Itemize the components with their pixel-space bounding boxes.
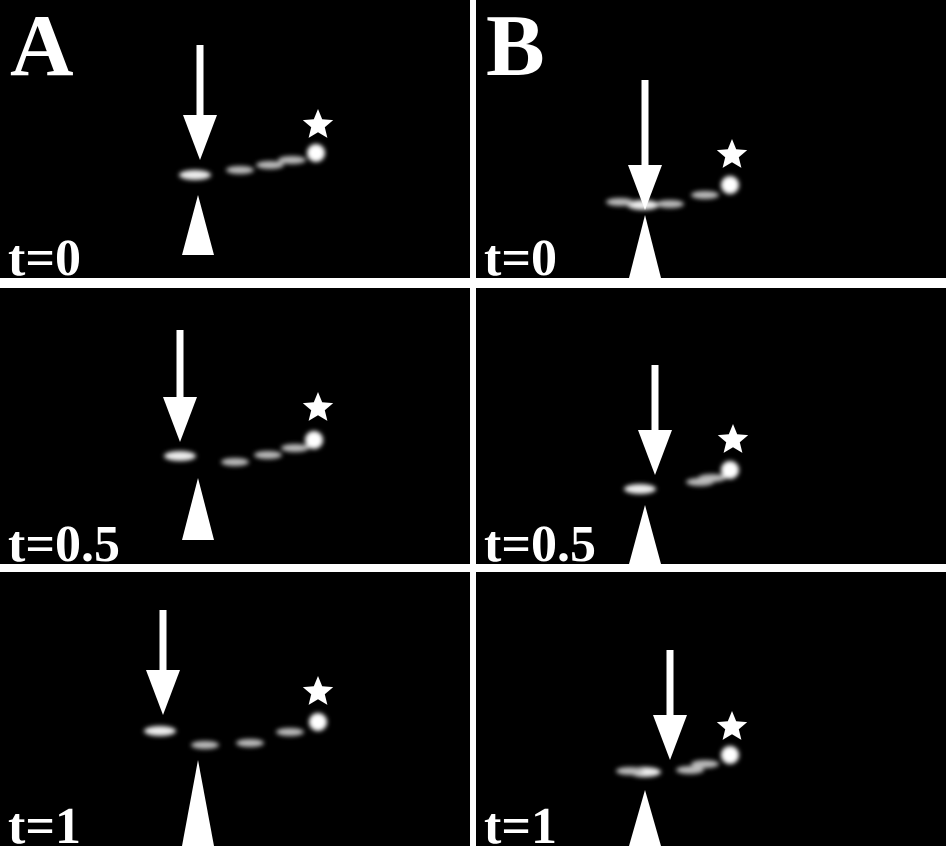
cell-trail	[278, 156, 306, 164]
cell-dot	[309, 713, 327, 731]
time-label: t=1	[484, 798, 557, 846]
panel: t=1	[0, 572, 470, 846]
figure: t=0 t=0.5 t=1 At=0 t=0.5 t=1 B	[0, 0, 946, 846]
cell-trail	[606, 198, 634, 206]
cell-dot	[305, 431, 323, 449]
cell-trail	[691, 760, 719, 768]
cell-trail	[226, 166, 254, 174]
panel: t=1	[476, 572, 946, 846]
panel-letter: A	[10, 0, 74, 95]
cell-trail	[236, 739, 264, 747]
cell-trail	[691, 191, 719, 199]
cell-dot	[721, 176, 739, 194]
cell-trail	[221, 458, 249, 466]
cell-dot	[721, 746, 739, 764]
cell-trail	[281, 444, 309, 452]
time-label: t=1	[8, 798, 81, 846]
cell-dot	[307, 144, 325, 162]
cell-blob	[164, 451, 196, 461]
cell-blob	[179, 170, 211, 180]
panel: t=0.5	[476, 288, 946, 573]
time-label: t=0.5	[484, 516, 596, 573]
cell-blob	[144, 726, 176, 736]
panel-letter: B	[486, 0, 545, 95]
cell-trail	[698, 474, 726, 482]
cell-trail	[276, 728, 304, 736]
cell-trail	[191, 741, 219, 749]
time-label: t=0	[484, 230, 557, 287]
time-label: t=0	[8, 230, 81, 287]
panel: t=0	[476, 0, 946, 287]
cell-trail	[616, 767, 644, 775]
cell-trail	[256, 161, 284, 169]
cell-dot	[721, 461, 739, 479]
panel: t=0.5	[0, 288, 470, 573]
cell-trail	[254, 451, 282, 459]
cell-blob	[624, 484, 656, 494]
time-label: t=0.5	[8, 516, 120, 573]
cell-trail	[656, 200, 684, 208]
